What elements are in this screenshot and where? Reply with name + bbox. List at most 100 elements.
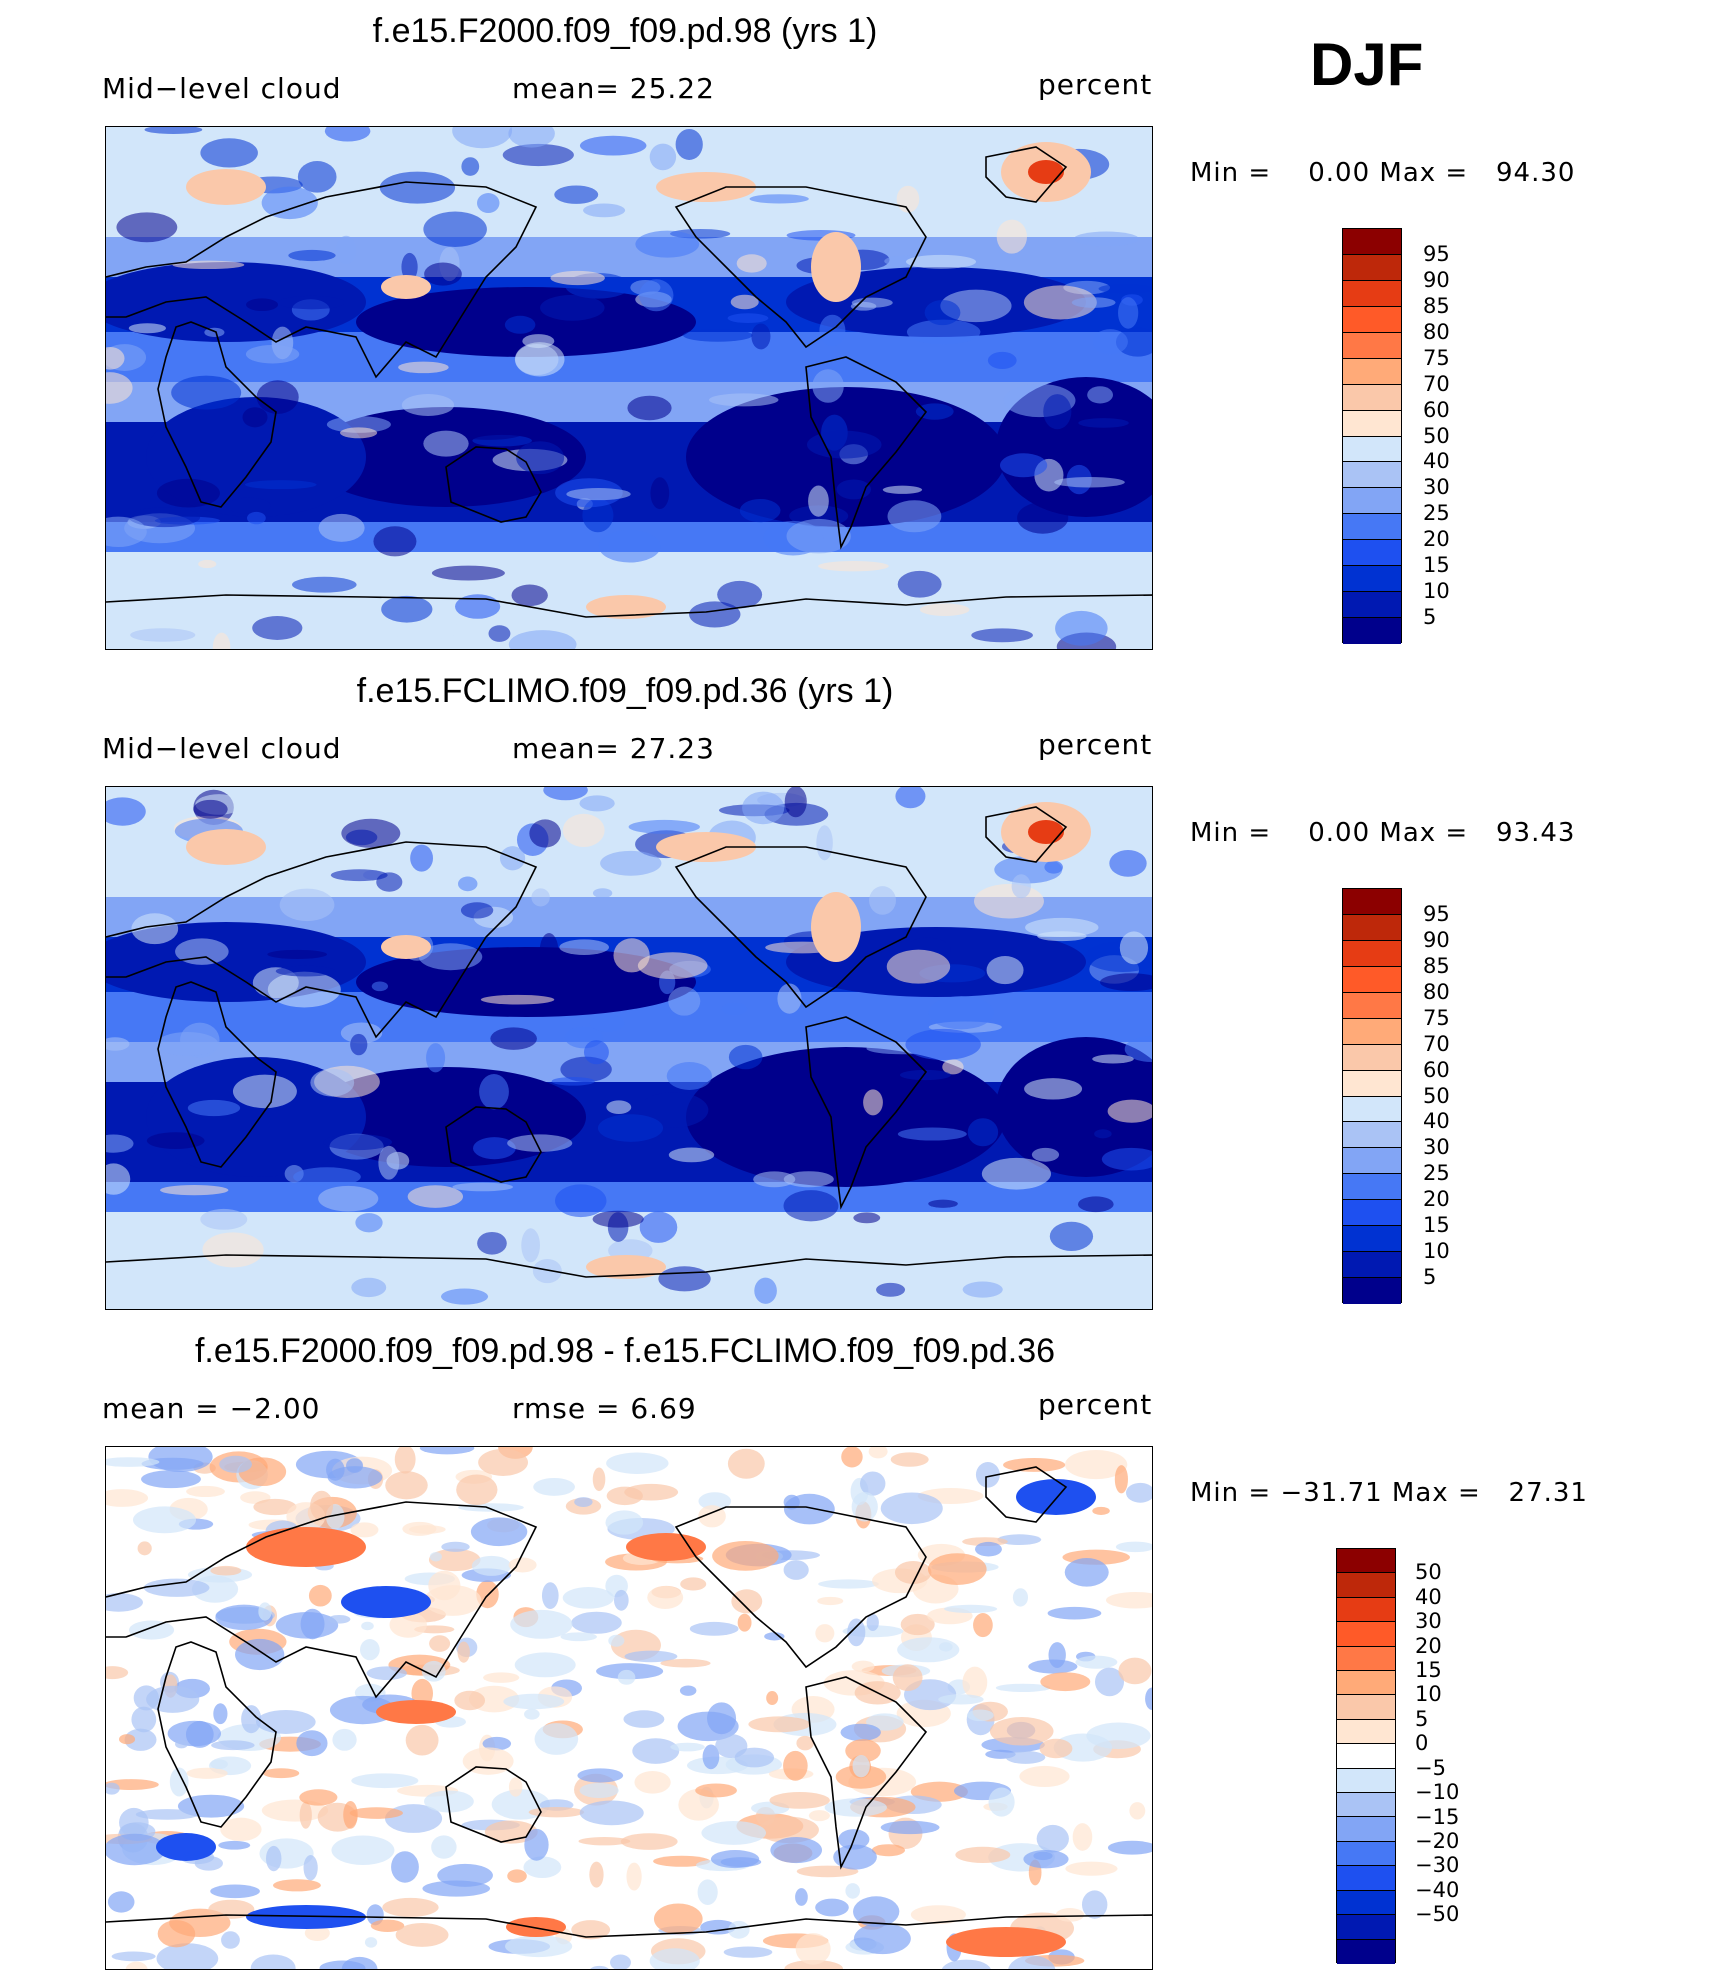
contour-patch: [156, 1032, 219, 1056]
contour-patch: [784, 787, 807, 818]
colorbar-tick-label: 5: [1423, 605, 1437, 630]
panel-model-b: f.e15.FCLIMO.f09_f09.pd.36 (yrs 1) Mid−l…: [0, 660, 1710, 1315]
contour-patch: [1098, 283, 1152, 294]
contour-patch: [507, 1869, 527, 1883]
contour-patch: [566, 487, 631, 501]
contour-patch: [796, 1735, 814, 1751]
contour-patch: [232, 1074, 297, 1109]
colorbar-swatch: [1337, 1817, 1395, 1842]
coastline: [445, 1766, 542, 1843]
colorbar-tick-label: −15: [1415, 1804, 1460, 1829]
contour-patch: [971, 628, 1033, 643]
contour-patch: [994, 855, 1063, 884]
colorbar-tick-label: −20: [1415, 1828, 1460, 1853]
contour-patch: [341, 1956, 378, 1969]
contour-patch: [1118, 297, 1139, 329]
contour-patch: [1073, 231, 1140, 247]
colorbar-tick-label: −10: [1415, 1780, 1460, 1805]
contour-blob: [996, 1037, 1152, 1177]
contour-patch: [783, 1171, 834, 1188]
contour-patch: [842, 127, 907, 157]
contour-patch: [452, 127, 513, 149]
contour-patch-warm: [506, 1917, 566, 1937]
contour-patch: [361, 1621, 374, 1631]
contour-patch-warm: [946, 1927, 1066, 1957]
map-plot: [105, 126, 1153, 650]
colorbar-swatch: [1343, 1174, 1401, 1201]
contour-patch: [376, 872, 403, 892]
coastline: [106, 1914, 1152, 1938]
contour-patch: [571, 1920, 611, 1940]
contour-patch: [106, 1457, 160, 1467]
contour-patch: [626, 1862, 642, 1891]
contour-patch: [698, 1492, 732, 1511]
contour-max: [1028, 820, 1064, 844]
contour-patch-cold: [246, 1905, 366, 1929]
contour-patch: [1049, 1221, 1094, 1251]
contour-patch: [900, 1613, 935, 1636]
contour-patch: [670, 1742, 705, 1752]
contour-patch: [144, 127, 203, 135]
colorbar-tick-label: 40: [1423, 449, 1450, 474]
contour-patch: [737, 1613, 752, 1632]
contour-patch: [175, 938, 229, 965]
contour-patch: [627, 395, 672, 421]
contour-patch: [623, 1710, 665, 1728]
contour-patch: [866, 1713, 904, 1731]
coastline: [674, 846, 927, 1009]
contour-patch: [351, 1277, 387, 1298]
contour-patch-warm: [246, 1527, 366, 1567]
colorbar-swatch: [1337, 1719, 1395, 1745]
contour-patch: [1118, 1657, 1152, 1685]
contour-patch: [288, 249, 336, 262]
contour-patch: [897, 1127, 967, 1141]
contour-map: [106, 787, 1152, 1309]
contour-patch: [343, 1800, 358, 1829]
contour-patch: [454, 1690, 486, 1711]
contour-patch: [382, 1897, 439, 1917]
contour-patch: [624, 787, 642, 799]
contour-patch: [221, 1931, 240, 1949]
contour-patch: [532, 1258, 562, 1284]
contour-patch: [419, 1447, 475, 1455]
contour-patch: [529, 819, 561, 848]
contour-patch: [480, 994, 555, 1005]
contour-patch: [1036, 1824, 1069, 1853]
colorbar-swatch: [1337, 1793, 1395, 1818]
colorbar-swatch: [1343, 618, 1401, 644]
contour-patch: [477, 1231, 507, 1255]
contour-patch: [679, 1685, 697, 1696]
colorbar-swatch: [1343, 410, 1401, 437]
colorbar-swatch: [1343, 1122, 1401, 1149]
contour-patch: [795, 1888, 808, 1906]
contour-patch: [116, 212, 178, 243]
contour-patch: [505, 1935, 573, 1958]
contour-patch: [597, 1114, 664, 1142]
contour-patch: [1078, 418, 1129, 428]
contour-patch: [391, 1851, 419, 1883]
map-plot: [105, 1446, 1153, 1970]
contour-patch: [919, 603, 970, 616]
colorbar-tick-label: 10: [1415, 1682, 1442, 1707]
contour-patch: [385, 1471, 428, 1500]
coastline: [985, 1466, 1068, 1523]
contour-patch: [1101, 1147, 1152, 1171]
contour-patch: [226, 497, 271, 514]
contour-patch-warm: [626, 1533, 706, 1561]
coastline: [805, 1016, 928, 1210]
contour-patch: [137, 1541, 152, 1556]
contour-patch: [1075, 1655, 1118, 1669]
colorbar-swatch: [1343, 1096, 1401, 1123]
contour-patch: [841, 1447, 863, 1468]
contour-patch: [712, 1541, 779, 1571]
contour-patch: [508, 630, 577, 649]
contour-patch: [608, 1634, 625, 1647]
contour-patch: [456, 1474, 498, 1506]
colorbar-tick-label: 90: [1423, 927, 1450, 952]
coastline: [106, 1501, 538, 1699]
contour-patch: [962, 1281, 1003, 1298]
colorbar-tick-label: 20: [1415, 1633, 1442, 1658]
colorbar-tick-label: 95: [1423, 901, 1450, 926]
contour-patch: [1048, 1642, 1066, 1668]
contour-patch: [514, 1652, 576, 1678]
